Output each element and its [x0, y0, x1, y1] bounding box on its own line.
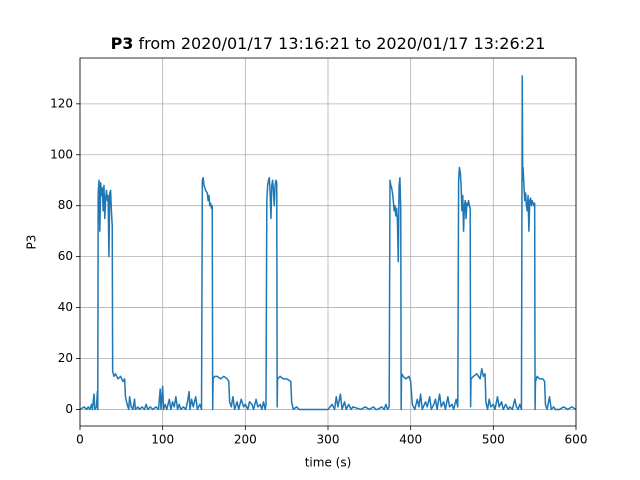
y-tick-label: 60 — [58, 249, 73, 263]
y-tick-label: 80 — [58, 198, 73, 212]
x-tick-label: 0 — [76, 433, 84, 447]
x-tick-label: 600 — [565, 433, 588, 447]
x-tick-label: 400 — [399, 433, 422, 447]
y-tick-label: 40 — [58, 300, 73, 314]
y-tick-label: 100 — [50, 147, 73, 161]
plot-frame — [79, 57, 577, 427]
chart-title: P3 from 2020/01/17 13:16:21 to 2020/01/1… — [111, 34, 546, 53]
x-axis-label: time (s) — [305, 456, 352, 470]
title-text: from 2020/01/17 13:16:21 to 2020/01/17 1… — [139, 34, 546, 53]
y-tick-label: 120 — [50, 96, 73, 110]
x-tick-label: 300 — [317, 433, 340, 447]
y-tick-label: 20 — [58, 351, 73, 365]
title-bold: P3 — [111, 34, 134, 53]
y-axis-label: P3 — [25, 235, 39, 250]
x-tick-label: 100 — [151, 433, 174, 447]
y-tick-label: 0 — [65, 402, 73, 416]
x-tick-label: 500 — [482, 433, 505, 447]
x-tick-label: 200 — [234, 433, 257, 447]
data-line — [80, 75, 576, 411]
